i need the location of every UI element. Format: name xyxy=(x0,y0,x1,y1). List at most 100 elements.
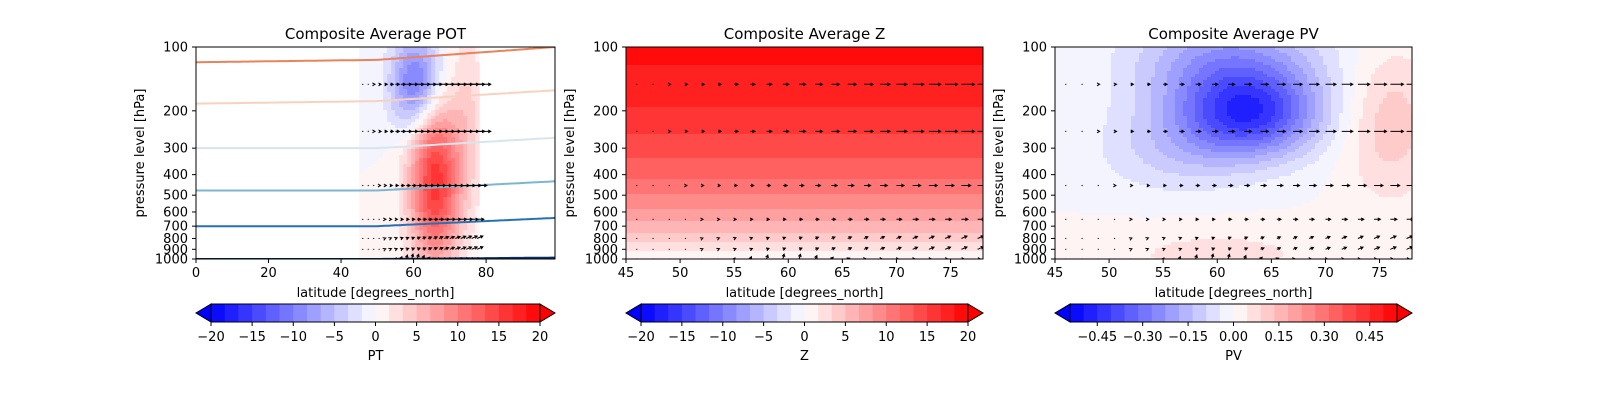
z-field-cell xyxy=(838,101,843,105)
z-field-cell xyxy=(746,83,751,87)
z-field-cell xyxy=(666,68,671,72)
pot-field-cell xyxy=(391,158,396,162)
z-field-cell xyxy=(782,59,787,63)
pot-field-cell xyxy=(407,137,412,141)
z-field-cell xyxy=(642,56,647,60)
z-field-cell xyxy=(934,101,939,105)
z-field-cell xyxy=(854,107,859,111)
z-field-cell xyxy=(746,107,751,111)
z-field-cell xyxy=(762,98,767,102)
z-field-cell xyxy=(746,62,751,66)
z-field-cell xyxy=(690,71,695,75)
z-field-cell xyxy=(762,77,767,81)
z-field-cell xyxy=(742,80,747,84)
pot-field-cell xyxy=(447,197,452,201)
z-field-cell xyxy=(626,62,631,66)
pot-field-cell xyxy=(407,167,412,171)
z-field-cell xyxy=(694,128,699,132)
z-field-cell xyxy=(966,101,971,105)
pot-field-cell xyxy=(459,137,464,141)
pot-field-cell xyxy=(431,233,436,237)
z-field-cell xyxy=(834,59,839,63)
z-field-cell xyxy=(782,68,787,72)
z-field-cell xyxy=(830,74,835,78)
z-field-cell xyxy=(974,53,979,57)
z-field-cell xyxy=(970,110,975,114)
z-field-cell xyxy=(758,59,763,63)
z-field-cell xyxy=(914,101,919,105)
z-field-cell xyxy=(646,65,651,69)
pot-field-cell xyxy=(363,236,368,240)
pot-field-cell xyxy=(431,170,436,174)
z-field-cell xyxy=(666,71,671,75)
z-field-cell xyxy=(866,71,871,75)
pot-field-cell xyxy=(475,80,480,84)
z-field-cell xyxy=(794,92,799,96)
pot-field-cell xyxy=(463,134,468,138)
z-field-cell xyxy=(794,119,799,123)
z-field-cell xyxy=(926,74,931,78)
z-field-cell xyxy=(750,62,755,66)
z-field-cell xyxy=(754,77,759,81)
pot-field-cell xyxy=(411,53,416,57)
z-field-cell xyxy=(838,65,843,69)
pot-field-cell xyxy=(471,251,476,255)
z-field-cell xyxy=(898,47,903,51)
pot-field-cell xyxy=(455,254,460,258)
pot-field-cell xyxy=(475,71,480,75)
pot-field-cell xyxy=(427,65,432,69)
z-field-cell xyxy=(686,77,691,81)
z-field-cell xyxy=(650,53,655,57)
z-field-cell xyxy=(770,107,775,111)
z-field-cell xyxy=(646,98,651,102)
z-field-cell xyxy=(914,59,919,63)
z-field-cell xyxy=(850,86,855,90)
pot-field-cell xyxy=(451,188,456,192)
pot-field-cell xyxy=(415,209,420,213)
z-field-cell xyxy=(802,125,807,129)
pot-field-cell xyxy=(427,203,432,207)
z-field-cell xyxy=(654,80,659,84)
pot-field-cell xyxy=(427,209,432,213)
z-field-cell xyxy=(850,98,855,102)
z-field-cell xyxy=(910,95,915,99)
pot-field-cell xyxy=(451,197,456,201)
pot-field-cell xyxy=(459,74,464,78)
z-field-cell xyxy=(958,86,963,90)
z-field-cell xyxy=(870,107,875,111)
z-field-cell xyxy=(814,101,819,105)
pot-field-cell xyxy=(455,80,460,84)
pot-field-cell xyxy=(423,251,428,255)
z-field-cell xyxy=(762,128,767,132)
pot-field-cell xyxy=(447,209,452,213)
pot-field-cell xyxy=(431,104,436,108)
pot-field-cell xyxy=(439,206,444,210)
pot-field-cell xyxy=(359,68,364,72)
z-field-cell xyxy=(882,47,887,51)
pot-field-cell xyxy=(443,224,448,228)
z-field-cell xyxy=(942,80,947,84)
z-field-cell xyxy=(902,98,907,102)
pot-field-cell xyxy=(415,107,420,111)
z-field-cell xyxy=(762,95,767,99)
z-field-cell xyxy=(650,50,655,54)
z-field-cell xyxy=(930,107,935,111)
z-field-cell xyxy=(850,47,855,51)
z-field-cell xyxy=(922,125,927,129)
z-field-cell xyxy=(722,92,727,96)
wind-vector xyxy=(373,249,374,250)
z-field-cell xyxy=(734,92,739,96)
pot-field-cell xyxy=(399,53,404,57)
pot-field-cell xyxy=(387,194,392,198)
z-field-cell xyxy=(890,83,895,87)
pot-field-cell xyxy=(415,65,420,69)
z-field-cell xyxy=(738,74,743,78)
z-field-cell xyxy=(706,53,711,57)
pot-field-cell xyxy=(371,212,376,216)
z-field-cell xyxy=(846,71,851,75)
z-field-cell xyxy=(842,62,847,66)
pot-field-cell xyxy=(463,89,468,93)
pot-field-cell xyxy=(399,62,404,66)
pot-field-cell xyxy=(371,206,376,210)
pot-field-cell xyxy=(415,104,420,108)
